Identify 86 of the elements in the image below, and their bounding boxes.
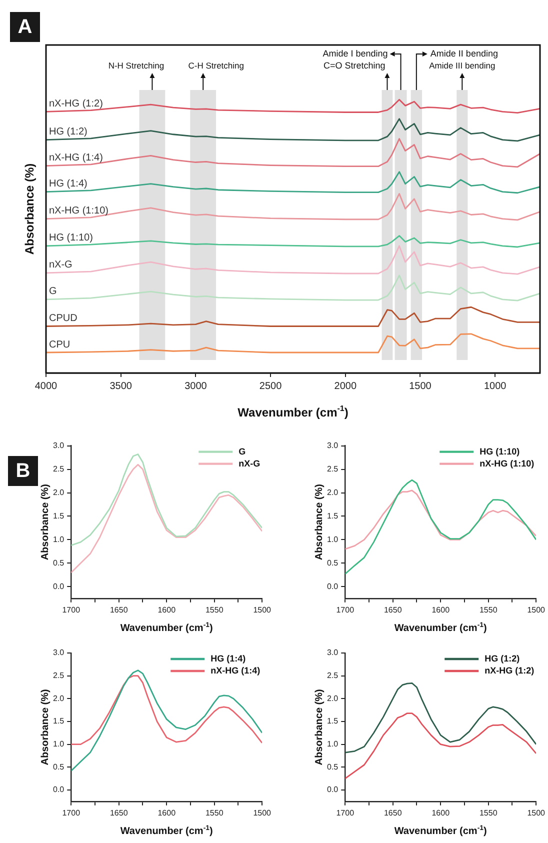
band-label: C=O Stretching <box>323 60 386 70</box>
series-label: nX-HG (1:10) <box>49 206 108 217</box>
y-tick-label: 2.0 <box>326 694 339 703</box>
x-tick-label: 1600 <box>158 605 176 614</box>
y-tick-label: 3.0 <box>52 441 65 450</box>
band-label: Amide II bending <box>430 48 498 58</box>
x-tick-label: 1000 <box>484 380 507 392</box>
band-label: Amide III bending <box>429 60 496 70</box>
chart-title: A <box>10 12 40 42</box>
y-tick-label: 0.5 <box>52 558 65 568</box>
x-tick-label: 1500 <box>527 808 546 818</box>
y-tick-label: 1.5 <box>326 716 339 726</box>
y-axis-title: Absorbance (%) <box>314 484 325 560</box>
y-tick-label: 0.5 <box>52 762 65 772</box>
legend-label: HG (1:2) <box>484 653 520 664</box>
y-tick-label: 1.0 <box>52 740 65 749</box>
legend-label: nX-G <box>238 458 260 468</box>
y-tick-label: 0.5 <box>326 762 339 772</box>
legend-label: nX-HG (1:2) <box>484 665 534 676</box>
x-tick-label: 1650 <box>384 808 402 818</box>
series-label: nX-HG (1:4) <box>49 152 103 164</box>
y-tick-label: 1.5 <box>326 511 339 520</box>
x-tick-label: 1550 <box>205 808 224 818</box>
y-tick-label: 2.0 <box>326 488 339 497</box>
series-label: HG (1:2) <box>49 126 88 138</box>
y-tick-label: 2.0 <box>52 488 65 497</box>
series-label: CPUD <box>49 313 78 324</box>
x-tick-label: 1550 <box>479 808 498 818</box>
x-tick-label: 3000 <box>184 380 208 392</box>
y-tick-label: 1.0 <box>326 740 339 749</box>
x-tick-label: 1600 <box>432 808 450 818</box>
x-tick-label: 1550 <box>205 605 224 614</box>
y-tick-label: 0.0 <box>52 785 65 794</box>
y-tick-label: 2.0 <box>52 694 65 703</box>
x-tick-label: 1650 <box>110 808 128 818</box>
x-tick-label: 1500 <box>527 605 546 614</box>
x-tick-label: 1550 <box>479 605 498 614</box>
y-tick-label: 1.5 <box>52 511 65 520</box>
y-tick-label: 3.0 <box>52 648 65 658</box>
series-label: HG (1:4) <box>49 178 88 190</box>
x-tick-label: 1700 <box>336 605 355 614</box>
series-label: nX-HG (1:2) <box>49 98 103 110</box>
x-tick-label: 1700 <box>62 808 81 818</box>
y-tick-label: 2.5 <box>52 671 65 680</box>
x-tick-label: 1700 <box>336 808 355 818</box>
y-tick-label: 3.0 <box>326 648 339 658</box>
y-axis-title: Absorbance (%) <box>314 689 325 766</box>
y-tick-label: 0.0 <box>52 582 65 591</box>
x-tick-label: 3500 <box>110 380 132 392</box>
x-tick-label: 1700 <box>62 605 81 614</box>
x-tick-label: 4000 <box>34 380 58 392</box>
y-tick-label: 0.0 <box>326 785 339 794</box>
y-tick-label: 1.0 <box>52 534 65 544</box>
band-label: Amide I bending <box>322 48 388 58</box>
y-tick-label: 3.0 <box>326 441 339 450</box>
x-tick-label: 1500 <box>409 380 432 392</box>
y-tick-label: 0.0 <box>326 582 339 591</box>
x-tick-label: 1500 <box>253 808 272 818</box>
legend-label: nX-HG (1:4) <box>210 665 260 676</box>
band-label: N-H Stretching <box>108 60 164 70</box>
y-tick-label: 2.5 <box>326 464 339 474</box>
text: B <box>8 456 38 486</box>
band-label: C-H Stretching <box>188 60 244 70</box>
legend-label: HG (1:10) <box>480 446 520 456</box>
y-tick-label: 1.5 <box>52 716 65 726</box>
y-axis-title: Absorbance (%) <box>40 689 51 766</box>
x-tick-label: 1600 <box>432 605 450 614</box>
series-label: HG (1:10) <box>49 232 93 244</box>
series-label: CPU <box>49 339 70 350</box>
x-tick-label: 2500 <box>259 380 282 392</box>
y-axis-title: Absorbance (%) <box>40 484 51 560</box>
legend-label: HG (1:4) <box>210 653 246 664</box>
x-tick-label: 1600 <box>158 808 176 818</box>
y-axis-title: Absorbance (%) <box>22 163 36 255</box>
series-label: nX-G <box>49 260 73 271</box>
legend-label: G <box>238 446 246 456</box>
y-tick-label: 2.5 <box>52 464 65 474</box>
x-tick-label: 1500 <box>253 605 272 614</box>
x-tick-label: 1650 <box>384 605 402 614</box>
legend-label: nX-HG (1:10) <box>480 458 534 468</box>
y-tick-label: 1.0 <box>326 534 339 544</box>
x-tick-label: 1650 <box>110 605 128 614</box>
x-tick-label: 2000 <box>334 380 357 392</box>
series-label: G <box>49 286 57 298</box>
y-tick-label: 2.5 <box>326 671 339 680</box>
y-tick-label: 0.5 <box>326 558 339 568</box>
